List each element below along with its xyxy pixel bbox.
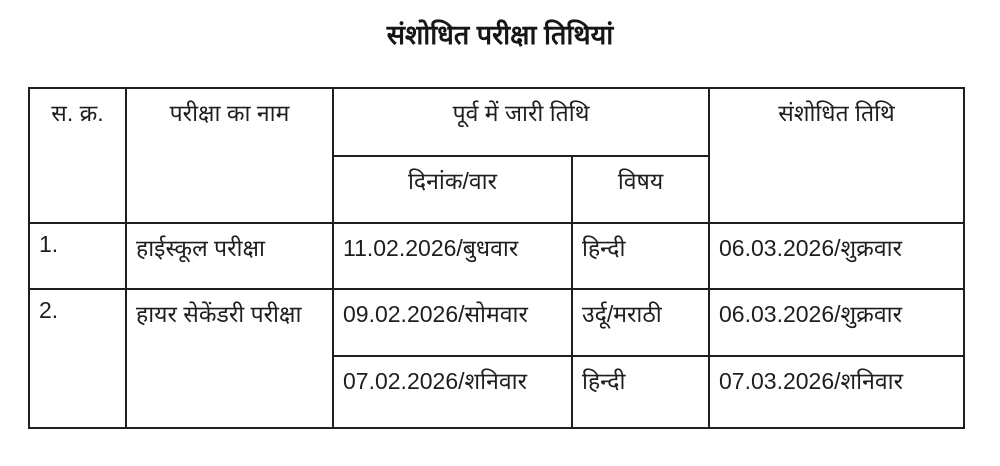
table-row-higher-secondary-b: 07.02.2026/शनिवार हिन्दी 07.03.2026/शनिव… xyxy=(29,355,966,429)
table-row-higher-secondary-a: 2. हायर सेकेंडरी परीक्षा 09.02.2026/सोमव… xyxy=(28,288,966,429)
page-title: संशोधित परीक्षा तिथियां xyxy=(386,20,614,50)
cell-subject-2b: हिन्दी xyxy=(570,355,711,429)
table-row-highschool: 1. हाईस्कूल परीक्षा 11.02.2026/बुधवार हि… xyxy=(28,222,966,290)
header-previously-issued-date: पूर्व में जारी तिथि xyxy=(331,87,711,157)
cell-prev-date-1: 11.02.2026/बुधवार xyxy=(332,222,573,290)
header-subject: विषय xyxy=(570,155,711,224)
header-row-2: दिनांक/वार विषय xyxy=(29,155,964,224)
header-revised-date: संशोधित तिथि xyxy=(708,87,966,224)
header-exam-name: परीक्षा का नाम xyxy=(125,87,334,224)
cell-serial-2: 2. xyxy=(28,288,127,429)
cell-exam-name-2: हायर सेकेंडरी परीक्षा xyxy=(125,288,334,429)
header-row-1: स. क्र. परीक्षा का नाम पूर्व में जारी ति… xyxy=(28,87,966,224)
cell-serial-1: 1. xyxy=(28,222,127,290)
cell-revised-date-2b: 07.03.2026/शनिवार xyxy=(708,355,966,429)
cell-prev-date-2a: 09.02.2026/सोमवार xyxy=(332,288,573,357)
header-date-day: दिनांक/वार xyxy=(332,155,573,224)
cell-exam-name-1: हाईस्कूल परीक्षा xyxy=(125,222,334,290)
cell-revised-date-1: 06.03.2026/शुक्रवार xyxy=(708,222,966,290)
cell-prev-date-2b: 07.02.2026/शनिवार xyxy=(332,355,573,429)
cell-subject-1: हिन्दी xyxy=(570,222,711,290)
cell-revised-date-2a: 06.03.2026/शुक्रवार xyxy=(708,288,966,357)
revised-exam-dates-table: स. क्र. परीक्षा का नाम पूर्व में जारी ति… xyxy=(28,87,966,429)
cell-subject-2a: उर्दू/मराठी xyxy=(570,288,711,357)
header-serial-number: स. क्र. xyxy=(28,87,127,224)
